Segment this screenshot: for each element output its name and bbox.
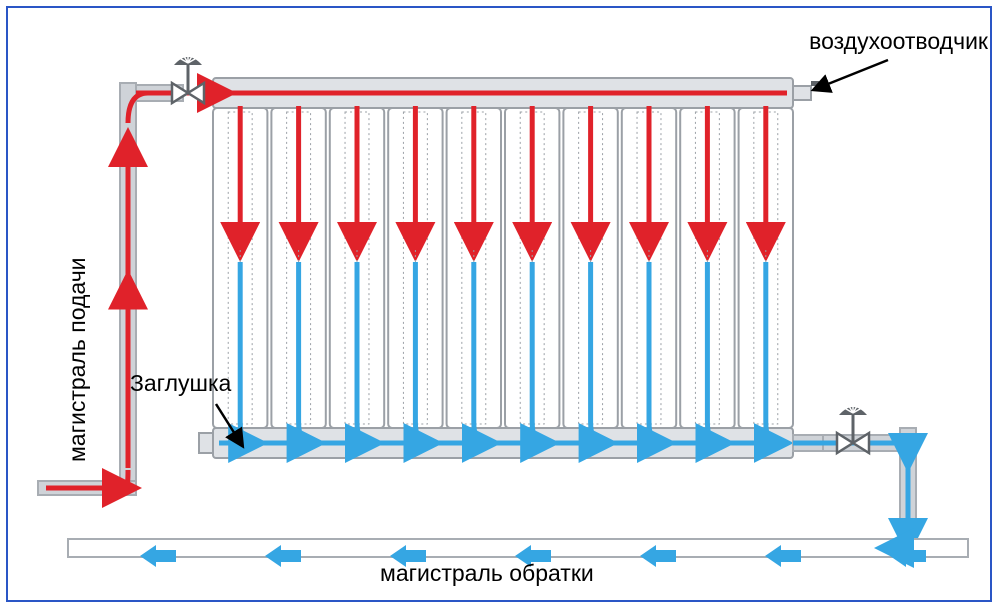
diagram-frame: [6, 6, 992, 602]
supply-main-label: магистраль подачи: [64, 257, 91, 462]
return-main-label: магистраль обратки: [380, 560, 594, 587]
radiator-diagram: [8, 8, 994, 604]
plug-label: Заглушка: [130, 370, 231, 397]
air-vent-label: воздухоотводчик: [809, 28, 988, 55]
